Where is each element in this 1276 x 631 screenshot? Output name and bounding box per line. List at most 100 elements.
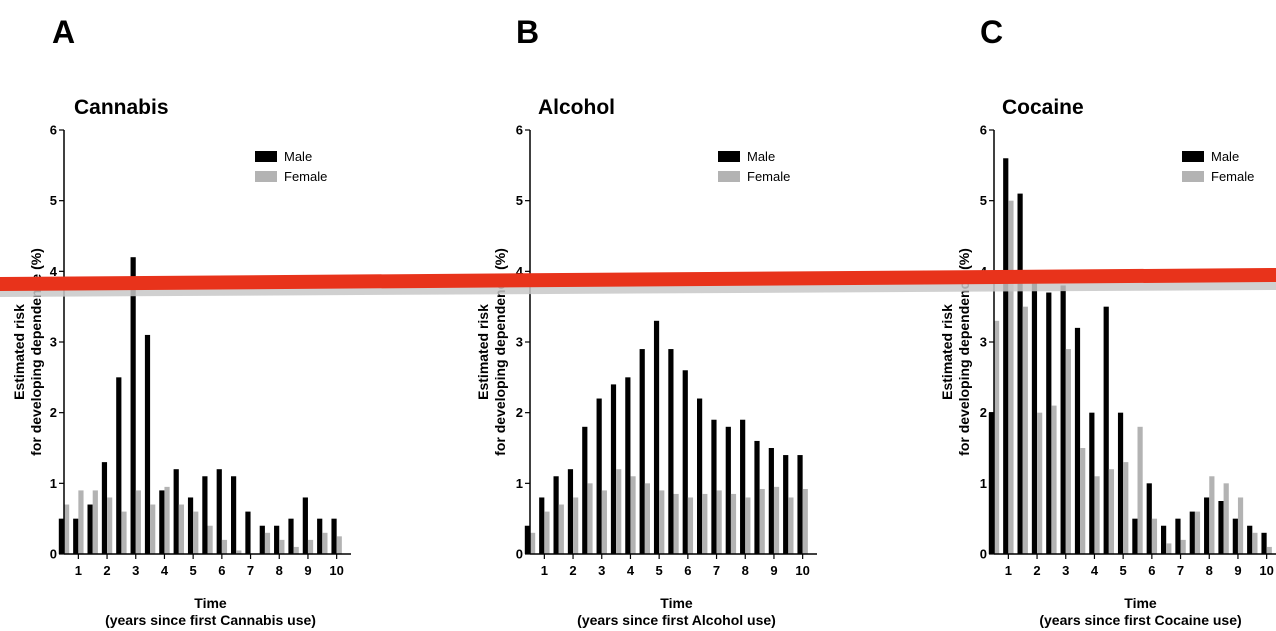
bar-male (159, 490, 165, 554)
bar-male (553, 476, 559, 554)
y-tick-label: 4 (50, 264, 58, 279)
bar-female (279, 539, 285, 554)
bar-female (687, 497, 694, 554)
bar-female (802, 488, 808, 554)
bar-male (596, 398, 602, 554)
bar-female (107, 497, 113, 554)
bar-female (788, 497, 794, 554)
x-tick-label: 3 (1062, 563, 1069, 578)
bar-female (994, 320, 1000, 554)
bar-female (307, 539, 314, 554)
bar-male (331, 518, 337, 554)
chart-title: Cannabis (74, 96, 169, 119)
bar-male (610, 384, 617, 554)
panel-letter: A (52, 14, 75, 50)
bar-female (207, 525, 213, 554)
bar-male (288, 518, 294, 554)
y-axis-title-group: Estimated risk for developing dependence … (939, 248, 972, 456)
bar-female (193, 511, 199, 554)
bar-female (1180, 539, 1186, 554)
y-tick-label: 2 (50, 405, 57, 420)
x-tick-label: 10 (1259, 563, 1273, 578)
x-tick-label: 8 (276, 563, 283, 578)
bar-female (1051, 405, 1057, 554)
chart-title: Cocaine (1002, 96, 1084, 119)
legend-label-female: Female (284, 169, 327, 184)
bar-female (644, 483, 650, 554)
y-axis-title: Estimated risk (11, 304, 27, 400)
x-tick-label: 1 (1005, 563, 1012, 578)
bar-male (1074, 327, 1081, 554)
bar-female (745, 497, 751, 554)
bar-male (116, 377, 122, 554)
bar-female (759, 488, 765, 554)
bar-male (668, 349, 674, 554)
bar-female (1237, 497, 1244, 554)
bar-male (754, 440, 760, 554)
bar-male (1017, 193, 1023, 554)
bar-male (697, 398, 703, 554)
y-tick-label: 5 (980, 193, 987, 208)
y-tick-label: 4 (516, 264, 524, 279)
bar-male (524, 525, 530, 554)
bar-female (1252, 532, 1258, 554)
bar-female (150, 504, 156, 554)
bar-male (58, 518, 64, 554)
x-tick-label: 4 (1091, 563, 1099, 578)
x-tick-label: 10 (329, 563, 343, 578)
y-axis-title-group: Estimated risk for developing dependence … (11, 248, 44, 456)
bar-female (121, 511, 127, 554)
x-tick-label: 2 (569, 563, 576, 578)
y-tick-label: 6 (516, 123, 523, 138)
legend-swatch-male (718, 151, 740, 162)
bar-female (1151, 518, 1158, 554)
legend-swatch-female (255, 171, 277, 182)
bar-male (130, 257, 136, 554)
x-tick-label: 6 (218, 563, 225, 578)
bar-female (1037, 412, 1043, 554)
y-tick-label: 3 (516, 335, 523, 350)
x-tick-label: 5 (190, 563, 197, 578)
bar-female (1223, 483, 1229, 554)
bar-female (702, 493, 708, 554)
bar-male (274, 525, 280, 554)
x-tick-label: 7 (247, 563, 254, 578)
y-tick-label: 6 (980, 123, 987, 138)
bar-female (616, 469, 622, 554)
y-axis-title-group: Estimated risk for developing dependence … (475, 248, 508, 456)
bar-male (639, 349, 645, 554)
bar-female (1123, 462, 1129, 554)
bar-female (630, 476, 636, 554)
bar-female (601, 490, 607, 554)
y-tick-label: 5 (516, 193, 523, 208)
x-tick-label: 8 (1206, 563, 1213, 578)
y-tick-label: 3 (980, 335, 987, 350)
bar-male (1031, 271, 1038, 554)
x-tick-label: 8 (742, 563, 749, 578)
bar-female (293, 546, 299, 554)
bar-male (245, 511, 251, 554)
bar-male (1003, 158, 1009, 554)
x-tick-label: 7 (713, 563, 720, 578)
bar-female (730, 493, 737, 554)
bar-male (1232, 518, 1238, 554)
bar-male (302, 497, 308, 554)
bar-male (653, 320, 660, 554)
y-axis-subtitle: for developing dependence (%) (956, 248, 972, 456)
panel-letter: C (980, 14, 1003, 50)
bar-female (221, 539, 228, 554)
x-axis-subtitle: (years since first Alcohol use) (577, 612, 776, 628)
bar-male (1247, 525, 1253, 554)
bar-male (87, 504, 93, 554)
y-axis-title: Estimated risk (939, 304, 955, 400)
x-axis-title: Time (1124, 595, 1157, 611)
bar-male (1261, 532, 1267, 554)
bar-female (78, 490, 84, 554)
bar-male (539, 497, 545, 554)
y-tick-label: 2 (980, 405, 987, 420)
bar-female (558, 504, 564, 554)
x-axis-title: Time (660, 595, 693, 611)
bar-male (768, 448, 774, 554)
x-axis-subtitle: (years since first Cocaine use) (1039, 612, 1241, 628)
bar-male (1046, 292, 1052, 554)
